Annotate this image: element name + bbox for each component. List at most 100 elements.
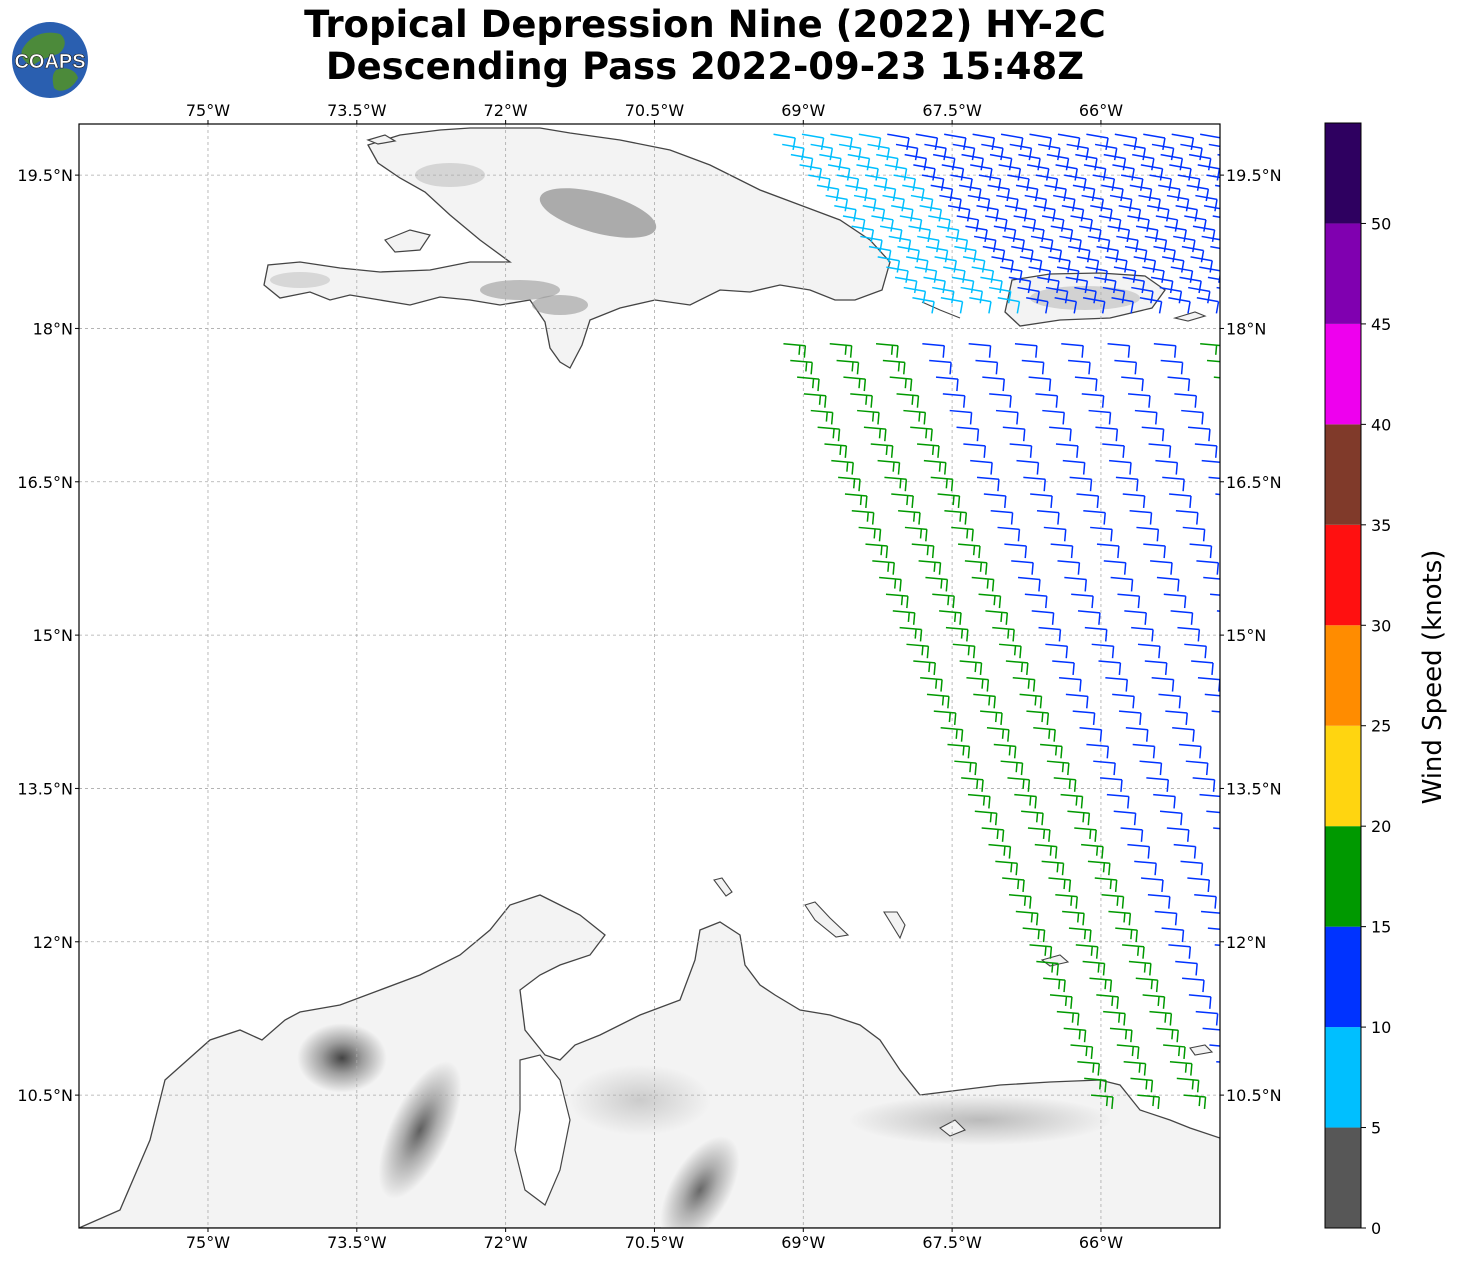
- barb-shaft: [1181, 245, 1204, 252]
- barb-shaft: [1134, 409, 1157, 414]
- wind-barb: [1011, 560, 1034, 575]
- barb-shaft: [1045, 286, 1068, 293]
- barb-flag: [1007, 628, 1010, 639]
- wind-barb: [1158, 184, 1181, 202]
- wind-barb: [992, 626, 1015, 642]
- barb-shaft: [959, 660, 982, 664]
- barb-shaft: [1069, 476, 1092, 481]
- barb-shaft: [1098, 660, 1121, 664]
- barb-flag: [899, 478, 902, 489]
- wind-barb: [1075, 944, 1099, 959]
- wind-barb: [1197, 164, 1220, 181]
- colorbar-tick-label: 45: [1371, 315, 1391, 334]
- barb-shaft: [817, 426, 840, 430]
- barb-shaft: [930, 184, 953, 190]
- barb-shaft: [1023, 476, 1046, 481]
- barb-flag: [1121, 896, 1125, 909]
- wind-barb: [1093, 760, 1116, 776]
- wind-barb: [1065, 693, 1089, 709]
- barb-shaft: [1162, 476, 1185, 481]
- wind-barb: [1140, 164, 1164, 181]
- wind-barb: [1156, 576, 1180, 592]
- wind-barb: [1148, 443, 1172, 458]
- colorbar-tick-label: 0: [1371, 1219, 1381, 1238]
- barb-flag: [818, 395, 822, 405]
- barb-shaft: [1061, 205, 1084, 211]
- barb-shaft: [899, 626, 922, 631]
- wind-barb: [944, 133, 967, 150]
- barb-shaft: [1183, 1094, 1206, 1098]
- barb-shaft: [1155, 459, 1178, 464]
- wind-barb: [1167, 376, 1191, 392]
- barb-shaft: [1095, 426, 1118, 430]
- barb-flag: [1198, 1096, 1201, 1107]
- barb-shaft: [773, 133, 796, 139]
- barb-shaft: [1116, 1044, 1139, 1048]
- barb-shaft: [945, 235, 968, 242]
- barb-shaft: [970, 459, 993, 464]
- barb-shaft: [1052, 660, 1075, 664]
- barb-shaft: [882, 359, 905, 364]
- barb-flag: [1114, 879, 1118, 892]
- barb-flag: [1236, 496, 1237, 508]
- barb-shaft: [919, 205, 942, 211]
- barb-shaft: [904, 153, 927, 160]
- barb-flag: [1189, 270, 1194, 283]
- barb-shaft: [934, 256, 957, 262]
- barb-flag: [989, 812, 993, 823]
- barb-flag: [947, 219, 951, 232]
- barb-shaft: [1196, 560, 1219, 564]
- wind-barb: [978, 174, 1002, 191]
- barb-shaft: [892, 610, 915, 614]
- barb-flag: [1198, 281, 1202, 294]
- barb-flag: [1080, 209, 1085, 222]
- barb-flag: [1081, 345, 1084, 358]
- wind-barb: [1076, 256, 1100, 273]
- barb-flag: [1180, 260, 1185, 273]
- barb-flag: [1003, 495, 1007, 508]
- barb-flag: [1151, 629, 1154, 642]
- wind-barb: [995, 860, 1018, 876]
- wind-barb: [1155, 215, 1179, 232]
- colorbar-bin: [1325, 524, 1361, 626]
- barb-flag: [1193, 846, 1197, 859]
- barb-flag: [1145, 1079, 1148, 1090]
- barb-shaft: [801, 133, 824, 139]
- barb-shaft: [1094, 877, 1117, 881]
- barb-flag: [1170, 562, 1173, 575]
- wind-barb: [1172, 727, 1195, 742]
- barb-flag: [1191, 1079, 1194, 1090]
- barb-flag: [1022, 429, 1026, 442]
- wind-barb: [1194, 894, 1217, 909]
- barb-shaft: [827, 164, 850, 170]
- barb-flag: [1029, 445, 1033, 458]
- barb-flag: [1060, 219, 1065, 232]
- barb-flag: [994, 813, 998, 826]
- barb-flag: [1229, 379, 1230, 389]
- wind-barb: [970, 164, 993, 181]
- wind-barb: [1141, 877, 1164, 892]
- barb-flag: [1041, 712, 1044, 723]
- barb-shaft: [1011, 245, 1034, 252]
- wind-barb: [1013, 215, 1037, 232]
- wind-barb: [1179, 276, 1202, 294]
- barb-shaft: [1131, 286, 1154, 293]
- barb-shaft: [1215, 493, 1220, 496]
- aruba-island: [713, 877, 733, 897]
- barb-flag: [1084, 281, 1089, 294]
- barb-shaft: [982, 376, 1005, 380]
- wind-barb: [1122, 276, 1146, 294]
- barb-shaft: [1196, 297, 1219, 303]
- barb-flag: [974, 662, 977, 673]
- barb-flag: [1238, 613, 1239, 625]
- barb-flag: [1150, 291, 1154, 304]
- barb-flag: [1069, 429, 1072, 442]
- wind-barb: [842, 215, 866, 232]
- wind-barb: [1007, 777, 1031, 792]
- barb-flag: [1099, 729, 1103, 742]
- wind-barb: [1214, 944, 1220, 947]
- barb-flag: [1166, 209, 1170, 222]
- barb-flag: [911, 495, 914, 508]
- barb-flag: [950, 479, 954, 492]
- wind-barb: [1207, 927, 1220, 930]
